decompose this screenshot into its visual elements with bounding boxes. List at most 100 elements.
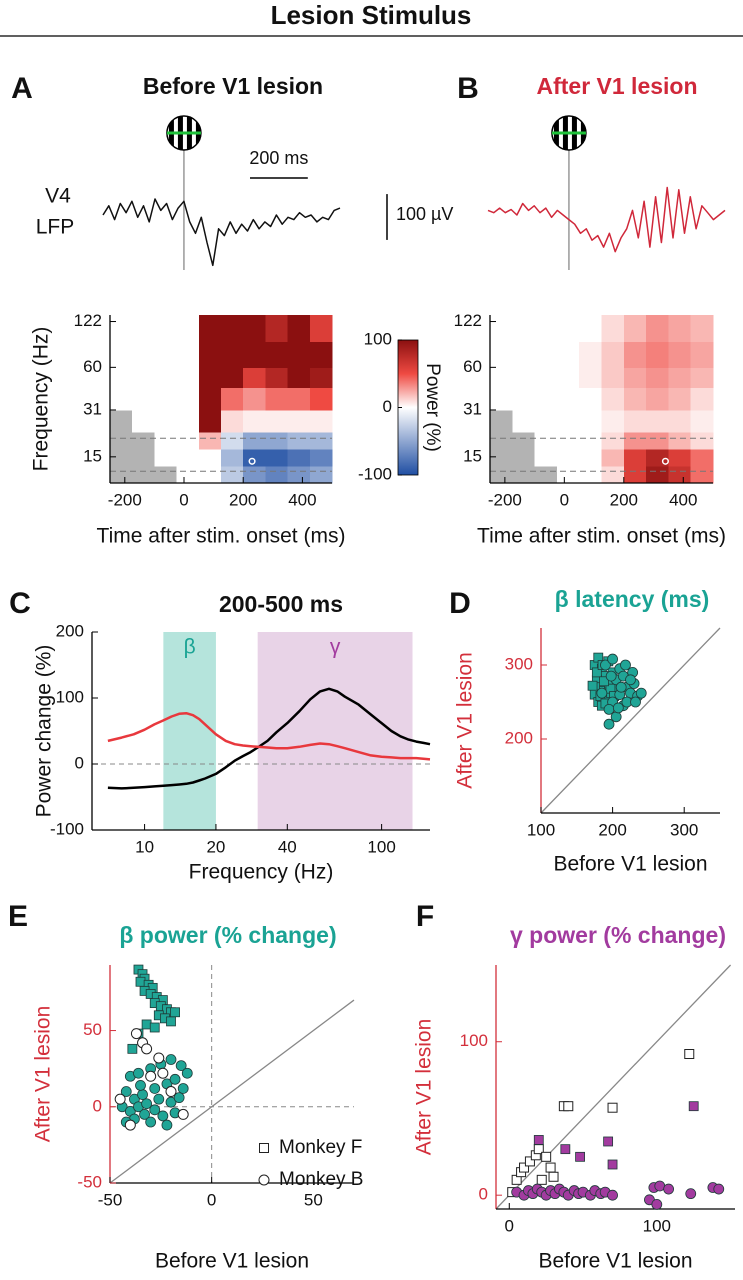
heat-cell (579, 387, 603, 411)
y-tick-label: 300 (505, 654, 533, 673)
x-axis-label: Time after stim. onset (ms) (97, 525, 346, 548)
masked-cell (490, 432, 513, 450)
masked-cell (110, 466, 133, 484)
point (603, 1136, 614, 1147)
point (688, 1101, 699, 1112)
y-tick-label: 50 (83, 1020, 102, 1039)
heat-cell (110, 367, 133, 388)
y-tick-label: 0 (75, 753, 84, 772)
heat-cell (265, 409, 289, 433)
heat-cell (176, 315, 200, 342)
point (630, 696, 641, 708)
y-tick-label: 0 (93, 1096, 102, 1115)
heat-cell (198, 409, 222, 433)
point (612, 702, 624, 714)
y-tick-label: 15 (83, 446, 102, 465)
heat-cell (668, 341, 692, 368)
point (651, 1198, 663, 1210)
heat-cell (309, 409, 333, 433)
x-tick-label: -50 (98, 1190, 123, 1209)
point (149, 1104, 161, 1116)
point (663, 1183, 675, 1195)
heat-cell (646, 409, 669, 433)
heat-cell (110, 341, 133, 368)
point (114, 1093, 126, 1105)
heat-cell (309, 341, 333, 368)
heat-cell (534, 409, 558, 433)
heat-cell (176, 387, 200, 411)
heat-cell (176, 341, 200, 368)
heat-cell (668, 367, 692, 388)
legend-label: Monkey F (279, 1137, 362, 1158)
masked-cell (110, 409, 133, 433)
heat-cell (154, 341, 178, 368)
point (536, 1174, 547, 1185)
y-tick-label: 0 (479, 1185, 488, 1204)
heat-cell (265, 341, 289, 368)
masked-cell (490, 466, 513, 484)
y-axis-label: Power change (%) (33, 645, 56, 818)
colorbar-label: Power (%) (422, 363, 443, 452)
point (625, 674, 636, 686)
masked-cell (132, 432, 155, 450)
heat-cell (110, 315, 133, 342)
panel-title: Before V1 lesion (143, 73, 323, 99)
point (145, 1070, 157, 1082)
heat-cell (243, 387, 266, 411)
heat-cell (176, 466, 200, 484)
heat-cell (154, 448, 178, 467)
heat-cell (601, 448, 625, 467)
point (137, 1089, 148, 1100)
identity-line (495, 964, 732, 1210)
point (135, 1080, 146, 1091)
heat-cell (265, 432, 289, 450)
heat-cell (154, 432, 178, 450)
point (120, 1086, 132, 1097)
x-axis-label: Before V1 lesion (538, 1250, 692, 1273)
heat-cell (690, 315, 714, 342)
heat-cell (198, 432, 222, 450)
y-tick-label: -50 (77, 1172, 102, 1191)
heat-cell (110, 387, 133, 411)
heat-cell (623, 466, 647, 484)
point (615, 681, 627, 693)
heat-cell (176, 367, 200, 388)
x-tick-label: 200 (598, 820, 626, 839)
point (127, 1043, 138, 1054)
x-tick-label: 100 (527, 820, 555, 839)
masked-cell (132, 466, 155, 484)
heat-cell (534, 387, 558, 411)
heat-cell (623, 341, 647, 368)
heat-cell (556, 341, 580, 368)
heat-cell (690, 432, 714, 450)
heat-cell (132, 315, 155, 342)
heat-cell (646, 466, 669, 484)
heat-cell (287, 409, 311, 433)
y-axis-label: Frequency (Hz) (30, 327, 53, 472)
colorbar-tick-label: -100 (358, 464, 392, 483)
point (685, 1188, 697, 1200)
point (149, 1083, 161, 1094)
x-axis-label: Before V1 lesion (155, 1250, 309, 1273)
y-tick-label: -100 (50, 819, 84, 838)
panel-letter: B (457, 72, 479, 105)
point (161, 1119, 173, 1131)
scalebar-y-label: 100 µV (396, 204, 453, 224)
point (165, 1086, 177, 1098)
y-tick-label: 200 (505, 728, 533, 747)
x-axis-label: Before V1 lesion (553, 853, 707, 876)
heat-cell (646, 387, 669, 411)
point (596, 687, 608, 699)
heat-cell (668, 315, 692, 342)
masked-cell (110, 432, 133, 450)
panel-letter: D (449, 587, 471, 620)
x-tick-label: 200 (229, 490, 257, 509)
heat-cell (579, 409, 603, 433)
heat-cell (668, 466, 692, 484)
heat-cell (287, 367, 311, 388)
heat-cell (690, 341, 714, 368)
x-tick-label: 300 (670, 820, 698, 839)
point (533, 1135, 544, 1145)
heat-cell (601, 315, 625, 342)
